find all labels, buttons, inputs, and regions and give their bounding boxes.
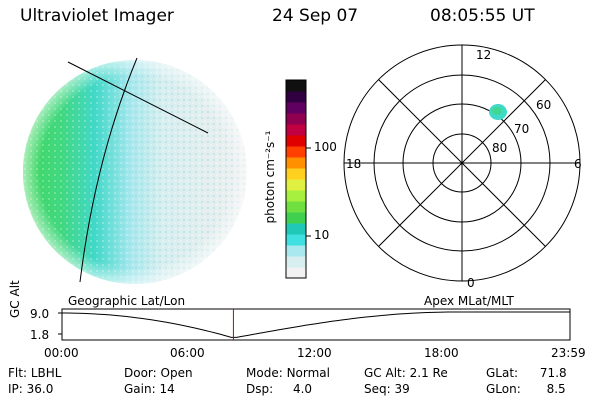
status-flt: Flt: LBHL — [8, 366, 62, 380]
status-glat: GLat: 71.8 — [486, 366, 567, 380]
status-mode: Mode: Normal — [246, 366, 330, 380]
colorbar-segment — [286, 157, 306, 169]
mlat-label-80: 80 — [492, 141, 508, 155]
colorbar-segment — [286, 234, 306, 246]
colorbar-segment — [286, 245, 306, 257]
time-tick-0600: 06:00 — [170, 346, 205, 360]
colorbar-segment — [286, 223, 306, 235]
geo-panel-label: Geographic Lat/Lon — [68, 294, 186, 308]
mlt-label-12: 12 — [476, 48, 492, 62]
polar-panel-label: Apex MLat/MLT — [424, 294, 514, 308]
longitude-line — [79, 57, 138, 283]
colorbar-segment — [286, 201, 306, 213]
status-gain: Gain: 14 — [124, 382, 175, 396]
colorbar-segment — [286, 179, 306, 191]
date-label: 24 Sep 07 — [272, 6, 359, 26]
altitude-ytick-1-8: 1.8 — [30, 328, 50, 342]
mlt-label-6: 6 — [574, 157, 582, 171]
colorbar-segment — [286, 190, 306, 202]
time-tick-0000: 00:00 — [44, 346, 79, 360]
colorbar-segment — [286, 168, 306, 180]
time-tick-1200: 12:00 — [297, 346, 332, 360]
altitude-ylabel: GC Alt — [8, 280, 22, 318]
time-tick-1800: 18:00 — [424, 346, 459, 360]
mlat-label-70: 70 — [514, 122, 530, 136]
colorbar-segment — [286, 256, 306, 268]
colorbar-segment — [286, 124, 306, 136]
colorbar-segment — [286, 267, 306, 279]
colorbar-segment — [286, 80, 306, 92]
time-tick-2359: 23:59 — [551, 346, 586, 360]
colorbar-segment — [286, 212, 306, 224]
status-seq: Seq: 39 — [364, 382, 410, 396]
mlt-label-18: 18 — [346, 157, 362, 171]
colorbar-segment — [286, 113, 306, 125]
colorbar-tick-10: 10 — [314, 228, 330, 242]
polar-diagonal-2 — [378, 79, 546, 247]
time-label: 08:05:55 UT — [430, 6, 535, 26]
status-gc-alt: GC Alt: 2.1 Re — [364, 366, 448, 380]
colorbar-segment — [286, 91, 306, 103]
status-glon: GLon: 8.5 — [486, 382, 566, 396]
colorbar-segment — [286, 146, 306, 158]
colorbar-segment — [286, 135, 306, 147]
mlt-label-0: 0 — [467, 276, 475, 290]
colorbar-tick-100: 100 — [314, 140, 337, 154]
status-ip: IP: 36.0 — [8, 382, 54, 396]
status-dsp: Dsp: 4.0 — [246, 382, 313, 396]
app-title: Ultraviolet Imager — [20, 6, 174, 26]
mlat-label-60: 60 — [536, 98, 552, 112]
latitude-line — [67, 61, 209, 134]
colorbar-segment — [286, 102, 306, 114]
status-door: Door: Open — [124, 366, 193, 380]
altitude-ytick-9: 9.0 — [30, 307, 50, 321]
